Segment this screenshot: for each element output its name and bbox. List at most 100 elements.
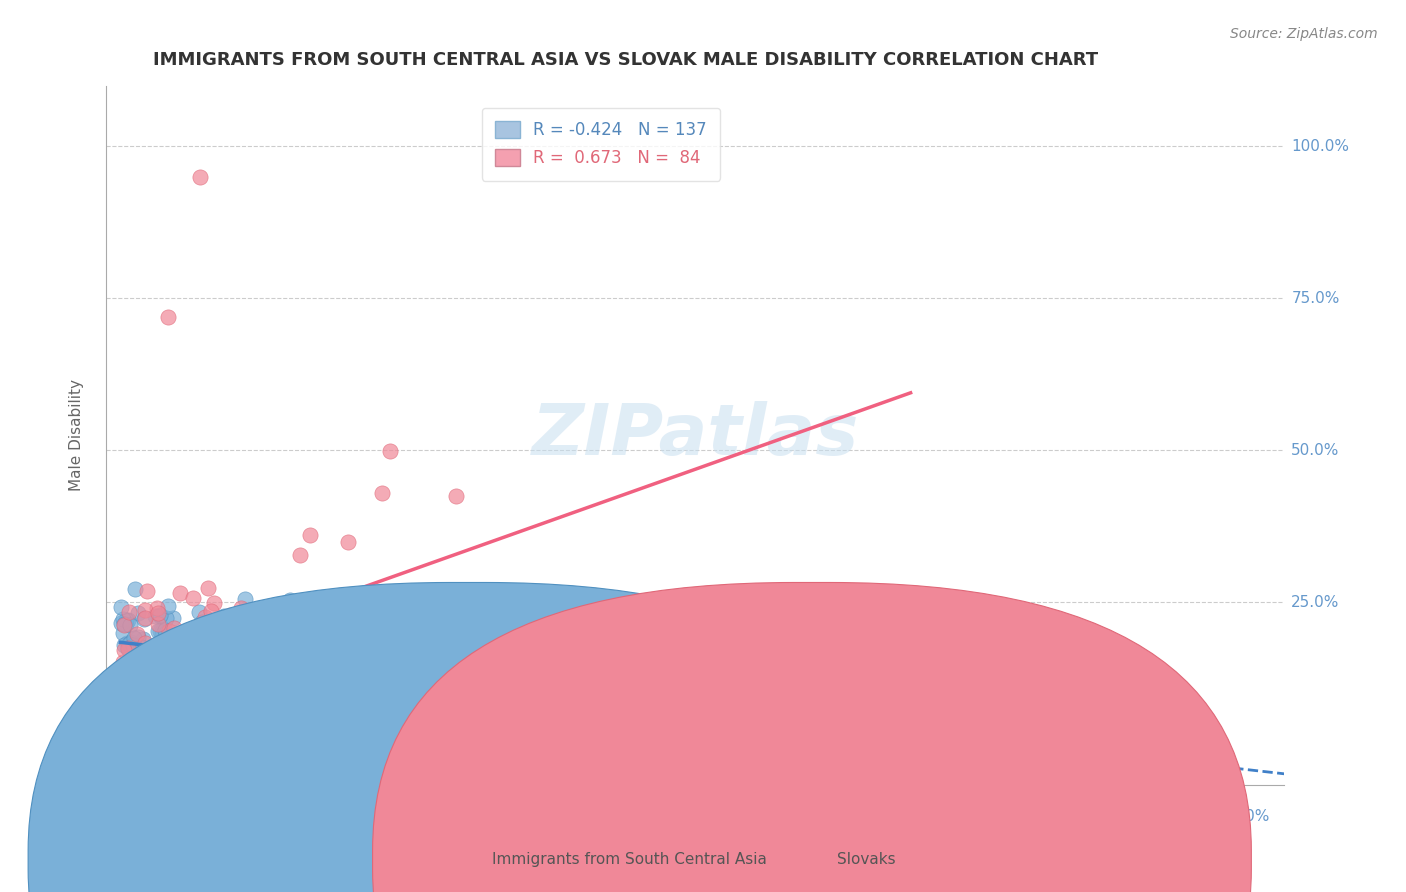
- Immigrants from South Central Asia: [174, 665, 197, 679]
- Immigrants from South Central Asia: [451, 711, 474, 725]
- Immigrants from South Central Asia: [607, 698, 630, 712]
- Immigrants from South Central Asia: [156, 599, 179, 613]
- Immigrants from South Central Asia: [259, 644, 281, 658]
- Immigrants from South Central Asia: [166, 627, 188, 641]
- Immigrants from South Central Asia: [456, 648, 478, 662]
- Immigrants from South Central Asia: [250, 656, 273, 670]
- Immigrants from South Central Asia: [149, 624, 172, 638]
- Immigrants from South Central Asia: [118, 637, 141, 651]
- Slovaks: [183, 666, 205, 681]
- Slovaks: [135, 706, 157, 720]
- Immigrants from South Central Asia: [496, 673, 519, 688]
- Immigrants from South Central Asia: [278, 592, 301, 607]
- Text: IMMIGRANTS FROM SOUTH CENTRAL ASIA VS SLOVAK MALE DISABILITY CORRELATION CHART: IMMIGRANTS FROM SOUTH CENTRAL ASIA VS SL…: [153, 51, 1098, 69]
- Immigrants from South Central Asia: [194, 653, 217, 667]
- Immigrants from South Central Asia: [122, 638, 145, 652]
- Immigrants from South Central Asia: [152, 646, 174, 660]
- Immigrants from South Central Asia: [155, 625, 177, 640]
- Slovaks: [169, 586, 191, 600]
- Immigrants from South Central Asia: [139, 640, 162, 655]
- Slovaks: [110, 719, 132, 733]
- Slovaks: [240, 702, 263, 716]
- Slovaks: [117, 641, 139, 656]
- Immigrants from South Central Asia: [173, 644, 195, 658]
- Immigrants from South Central Asia: [512, 695, 534, 709]
- Slovaks: [337, 535, 360, 549]
- Slovaks: [134, 636, 156, 650]
- Immigrants from South Central Asia: [385, 660, 408, 674]
- Slovaks: [127, 731, 149, 745]
- Slovaks: [122, 678, 145, 692]
- Immigrants from South Central Asia: [214, 691, 236, 706]
- Slovaks: [235, 648, 257, 662]
- Slovaks: [219, 608, 242, 623]
- Immigrants from South Central Asia: [176, 667, 198, 681]
- Immigrants from South Central Asia: [295, 639, 318, 653]
- Slovaks: [235, 614, 257, 628]
- Slovaks: [155, 722, 177, 736]
- Slovaks: [112, 618, 135, 632]
- Immigrants from South Central Asia: [112, 638, 135, 652]
- Text: Slovaks: Slovaks: [837, 853, 896, 867]
- Immigrants from South Central Asia: [336, 674, 359, 689]
- Slovaks: [290, 668, 312, 682]
- Immigrants from South Central Asia: [124, 582, 146, 596]
- Immigrants from South Central Asia: [366, 666, 388, 681]
- Immigrants from South Central Asia: [118, 617, 141, 632]
- Immigrants from South Central Asia: [280, 692, 302, 706]
- Slovaks: [136, 583, 159, 598]
- Slovaks: [135, 721, 157, 735]
- Immigrants from South Central Asia: [198, 670, 221, 684]
- Immigrants from South Central Asia: [110, 599, 132, 614]
- Immigrants from South Central Asia: [118, 660, 141, 674]
- Immigrants from South Central Asia: [215, 667, 238, 681]
- Slovaks: [231, 607, 253, 622]
- Slovaks: [121, 691, 143, 706]
- Immigrants from South Central Asia: [124, 648, 146, 663]
- Slovaks: [299, 528, 322, 542]
- Slovaks: [229, 601, 252, 615]
- Immigrants from South Central Asia: [297, 690, 319, 704]
- Immigrants from South Central Asia: [134, 671, 156, 685]
- Immigrants from South Central Asia: [298, 663, 321, 677]
- Immigrants from South Central Asia: [163, 667, 186, 681]
- Immigrants from South Central Asia: [510, 657, 533, 672]
- Text: 100.0%: 100.0%: [1291, 139, 1350, 153]
- Slovaks: [143, 735, 166, 749]
- Immigrants from South Central Asia: [139, 651, 162, 665]
- Slovaks: [148, 606, 170, 620]
- Immigrants from South Central Asia: [187, 634, 209, 648]
- Slovaks: [173, 714, 195, 728]
- Slovaks: [233, 668, 256, 682]
- Slovaks: [228, 617, 250, 632]
- Immigrants from South Central Asia: [132, 612, 155, 626]
- Immigrants from South Central Asia: [253, 668, 276, 682]
- Immigrants from South Central Asia: [242, 664, 264, 678]
- Immigrants from South Central Asia: [191, 645, 214, 659]
- Slovaks: [291, 701, 314, 715]
- Immigrants from South Central Asia: [135, 653, 157, 667]
- Slovaks: [256, 614, 278, 628]
- Immigrants from South Central Asia: [204, 648, 226, 662]
- Slovaks: [235, 674, 257, 689]
- Legend: R = -0.424   N = 137, R =  0.673   N =  84: R = -0.424 N = 137, R = 0.673 N = 84: [481, 108, 720, 181]
- Immigrants from South Central Asia: [170, 638, 193, 652]
- Slovaks: [209, 706, 232, 720]
- Immigrants from South Central Asia: [368, 641, 391, 656]
- Slovaks: [256, 652, 278, 666]
- Immigrants from South Central Asia: [344, 664, 367, 678]
- Slovaks: [201, 648, 224, 662]
- Immigrants from South Central Asia: [121, 643, 143, 657]
- Slovaks: [378, 444, 401, 458]
- Immigrants from South Central Asia: [124, 640, 146, 655]
- Immigrants from South Central Asia: [315, 678, 337, 692]
- Immigrants from South Central Asia: [152, 666, 174, 681]
- Immigrants from South Central Asia: [217, 651, 239, 665]
- Immigrants from South Central Asia: [122, 631, 145, 645]
- Slovaks: [322, 599, 344, 614]
- Immigrants from South Central Asia: [187, 605, 209, 619]
- Immigrants from South Central Asia: [183, 656, 205, 670]
- Immigrants from South Central Asia: [382, 650, 405, 665]
- Slovaks: [297, 657, 319, 671]
- Immigrants from South Central Asia: [150, 624, 173, 639]
